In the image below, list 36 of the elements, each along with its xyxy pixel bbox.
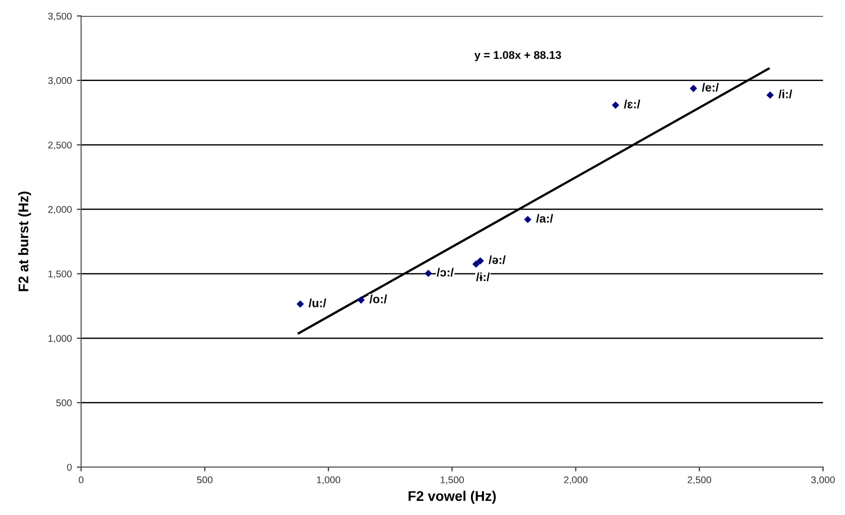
- point: [766, 91, 774, 99]
- annotation: /ɔ:/: [436, 268, 454, 277]
- annotation: /e:/: [702, 82, 719, 92]
- x-tick-label: 2,500: [688, 476, 712, 484]
- point: [424, 270, 432, 278]
- annotation: /u:/: [308, 298, 326, 308]
- y-tick-label: 3,500: [48, 12, 72, 21]
- y-tick-label: 2,000: [48, 206, 72, 214]
- x-tick-label: 2,000: [564, 476, 588, 484]
- y-tick-label: 1,000: [48, 334, 72, 343]
- point: [296, 300, 304, 308]
- x-tick-label: 3,000: [811, 476, 835, 484]
- annotation: /ə:/: [488, 255, 506, 264]
- annotation: /ɛ:/: [624, 100, 640, 108]
- y-tick-label: 500: [56, 399, 72, 406]
- annotation: /ɨ:/: [476, 272, 490, 282]
- annotation: /a:/: [536, 214, 554, 223]
- point: [476, 257, 484, 265]
- point: [524, 216, 532, 224]
- annotation: /o:/: [370, 294, 387, 304]
- annotation: /i:/: [778, 90, 792, 98]
- x-tick-label: 1,000: [317, 476, 340, 484]
- point: [472, 260, 480, 268]
- x-tick-label: 500: [197, 476, 213, 484]
- point: [612, 101, 620, 109]
- point: [690, 84, 698, 92]
- x-tick-label: 1,500: [440, 476, 464, 484]
- x-axis-title: F2 vowel (Hz): [408, 490, 496, 504]
- y-tick-label: 1,500: [48, 270, 72, 279]
- y-tick-label: 3,000: [48, 77, 72, 86]
- x-tick-label: 0: [78, 476, 84, 484]
- y-tick-label: 0: [67, 464, 72, 471]
- annotation: y = 1.08x + 88.13: [474, 51, 562, 62]
- point: [357, 296, 365, 304]
- y-tick-label: 2,500: [48, 142, 72, 150]
- y-axis-title: F2 at burst (Hz): [18, 192, 32, 292]
